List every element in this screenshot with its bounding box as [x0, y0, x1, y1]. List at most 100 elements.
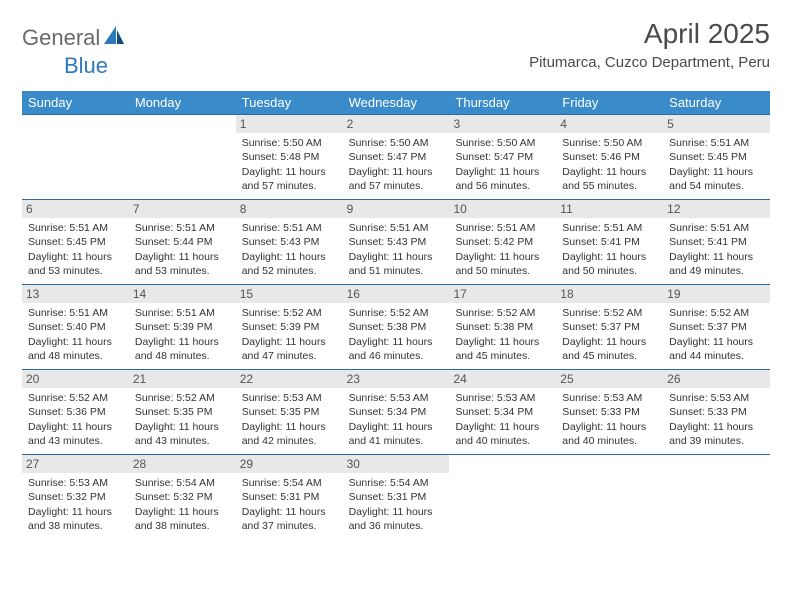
- sunrise-text: Sunrise: 5:53 AM: [242, 391, 337, 405]
- sunrise-text: Sunrise: 5:51 AM: [135, 306, 230, 320]
- sunset-text: Sunset: 5:47 PM: [349, 150, 444, 164]
- day-cell: 16Sunrise: 5:52 AMSunset: 5:38 PMDayligh…: [343, 285, 450, 369]
- daylight-text: Daylight: 11 hours and 50 minutes.: [455, 250, 550, 278]
- sunset-text: Sunset: 5:43 PM: [242, 235, 337, 249]
- day-cell: 29Sunrise: 5:54 AMSunset: 5:31 PMDayligh…: [236, 455, 343, 539]
- day-cell: 2 Sunrise: 5:50 AMSunset: 5:47 PMDaylight…: [343, 115, 450, 199]
- week-row: 20Sunrise: 5:52 AMSunset: 5:36 PMDayligh…: [22, 369, 770, 454]
- sunset-text: Sunset: 5:41 PM: [562, 235, 657, 249]
- sunrise-text: Sunrise: 5:52 AM: [455, 306, 550, 320]
- heading-block: April 2025 Pitumarca, Cuzco Department, …: [529, 18, 770, 71]
- week-row: 6Sunrise: 5:51 AMSunset: 5:45 PMDaylight…: [22, 199, 770, 284]
- sunrise-text: Sunrise: 5:52 AM: [669, 306, 764, 320]
- sunrise-text: Sunrise: 5:54 AM: [135, 476, 230, 490]
- sail-icon: [102, 24, 126, 51]
- day-number: 26: [663, 370, 770, 388]
- day-number: 28: [129, 455, 236, 473]
- weekday-header: Sunday: [22, 91, 129, 114]
- sunset-text: Sunset: 5:41 PM: [669, 235, 764, 249]
- sunset-text: Sunset: 5:44 PM: [135, 235, 230, 249]
- daylight-text: Daylight: 11 hours and 54 minutes.: [669, 165, 764, 193]
- day-cell: [449, 455, 556, 539]
- day-number: 5: [663, 115, 770, 133]
- sunset-text: Sunset: 5:40 PM: [28, 320, 123, 334]
- day-cell: 7Sunrise: 5:51 AMSunset: 5:44 PMDaylight…: [129, 200, 236, 284]
- day-cell: 9Sunrise: 5:51 AMSunset: 5:43 PMDaylight…: [343, 200, 450, 284]
- day-cell: 1Sunrise: 5:50 AMSunset: 5:48 PMDaylight…: [236, 115, 343, 199]
- daylight-text: Daylight: 11 hours and 36 minutes.: [349, 505, 444, 533]
- brand-logo: General: [22, 24, 128, 51]
- sunset-text: Sunset: 5:33 PM: [669, 405, 764, 419]
- header: General April 2025 Pitumarca, Cuzco Depa…: [22, 18, 770, 71]
- daylight-text: Daylight: 11 hours and 45 minutes.: [562, 335, 657, 363]
- sunset-text: Sunset: 5:31 PM: [242, 490, 337, 504]
- day-number: 6: [22, 200, 129, 218]
- sunset-text: Sunset: 5:32 PM: [135, 490, 230, 504]
- weekday-header: Saturday: [663, 91, 770, 114]
- day-number: 29: [236, 455, 343, 473]
- day-cell: 6Sunrise: 5:51 AMSunset: 5:45 PMDaylight…: [22, 200, 129, 284]
- daylight-text: Daylight: 11 hours and 47 minutes.: [242, 335, 337, 363]
- day-number: 10: [449, 200, 556, 218]
- day-cell: 11Sunrise: 5:51 AMSunset: 5:41 PMDayligh…: [556, 200, 663, 284]
- daylight-text: Daylight: 11 hours and 43 minutes.: [28, 420, 123, 448]
- week-row: 13Sunrise: 5:51 AMSunset: 5:40 PMDayligh…: [22, 284, 770, 369]
- day-cell: 19Sunrise: 5:52 AMSunset: 5:37 PMDayligh…: [663, 285, 770, 369]
- daylight-text: Daylight: 11 hours and 50 minutes.: [562, 250, 657, 278]
- brand-left: General: [22, 25, 100, 51]
- sunset-text: Sunset: 5:32 PM: [28, 490, 123, 504]
- sunrise-text: Sunrise: 5:53 AM: [562, 391, 657, 405]
- daylight-text: Daylight: 11 hours and 48 minutes.: [135, 335, 230, 363]
- weekday-header: Wednesday: [343, 91, 450, 114]
- sunrise-text: Sunrise: 5:50 AM: [562, 136, 657, 150]
- day-cell: 8Sunrise: 5:51 AMSunset: 5:43 PMDaylight…: [236, 200, 343, 284]
- day-cell: [556, 455, 663, 539]
- day-cell: 26Sunrise: 5:53 AMSunset: 5:33 PMDayligh…: [663, 370, 770, 454]
- sunset-text: Sunset: 5:37 PM: [562, 320, 657, 334]
- daylight-text: Daylight: 11 hours and 57 minutes.: [349, 165, 444, 193]
- day-number: 7: [129, 200, 236, 218]
- day-number: 12: [663, 200, 770, 218]
- day-cell: 27Sunrise: 5:53 AMSunset: 5:32 PMDayligh…: [22, 455, 129, 539]
- day-number: 9: [343, 200, 450, 218]
- sunrise-text: Sunrise: 5:53 AM: [349, 391, 444, 405]
- day-number: 23: [343, 370, 450, 388]
- daylight-text: Daylight: 11 hours and 53 minutes.: [28, 250, 123, 278]
- weekday-header: Thursday: [449, 91, 556, 114]
- sunrise-text: Sunrise: 5:51 AM: [28, 306, 123, 320]
- day-cell: 12Sunrise: 5:51 AMSunset: 5:41 PMDayligh…: [663, 200, 770, 284]
- sunset-text: Sunset: 5:43 PM: [349, 235, 444, 249]
- sunset-text: Sunset: 5:31 PM: [349, 490, 444, 504]
- day-cell: [663, 455, 770, 539]
- sunset-text: Sunset: 5:38 PM: [349, 320, 444, 334]
- day-number: 11: [556, 200, 663, 218]
- weekday-header: Monday: [129, 91, 236, 114]
- day-number: 25: [556, 370, 663, 388]
- day-cell: 17Sunrise: 5:52 AMSunset: 5:38 PMDayligh…: [449, 285, 556, 369]
- location-label: Pitumarca, Cuzco Department, Peru: [529, 54, 770, 71]
- day-number: 13: [22, 285, 129, 303]
- sunrise-text: Sunrise: 5:53 AM: [669, 391, 764, 405]
- daylight-text: Daylight: 11 hours and 48 minutes.: [28, 335, 123, 363]
- day-number: 1: [236, 115, 343, 133]
- sunset-text: Sunset: 5:47 PM: [455, 150, 550, 164]
- weeks-container: 1Sunrise: 5:50 AMSunset: 5:48 PMDaylight…: [22, 114, 770, 539]
- day-cell: 21Sunrise: 5:52 AMSunset: 5:35 PMDayligh…: [129, 370, 236, 454]
- day-cell: 13 Sunrise: 5:51 AMSunset: 5:40 PMDayligh…: [22, 285, 129, 369]
- sunrise-text: Sunrise: 5:52 AM: [28, 391, 123, 405]
- day-number: 27: [22, 455, 129, 473]
- sunrise-text: Sunrise: 5:50 AM: [455, 136, 550, 150]
- sunrise-text: Sunrise: 5:50 AM: [349, 136, 444, 150]
- day-cell: 18Sunrise: 5:52 AMSunset: 5:37 PMDayligh…: [556, 285, 663, 369]
- day-number: 2: [343, 115, 450, 133]
- calendar: SundayMondayTuesdayWednesdayThursdayFrid…: [22, 91, 770, 539]
- sunset-text: Sunset: 5:46 PM: [562, 150, 657, 164]
- daylight-text: Daylight: 11 hours and 41 minutes.: [349, 420, 444, 448]
- daylight-text: Daylight: 11 hours and 43 minutes.: [135, 420, 230, 448]
- day-cell: 15Sunrise: 5:52 AMSunset: 5:39 PMDayligh…: [236, 285, 343, 369]
- day-number: 19: [663, 285, 770, 303]
- day-cell: 25Sunrise: 5:53 AMSunset: 5:33 PMDayligh…: [556, 370, 663, 454]
- day-number: 24: [449, 370, 556, 388]
- sunset-text: Sunset: 5:36 PM: [28, 405, 123, 419]
- sunrise-text: Sunrise: 5:54 AM: [242, 476, 337, 490]
